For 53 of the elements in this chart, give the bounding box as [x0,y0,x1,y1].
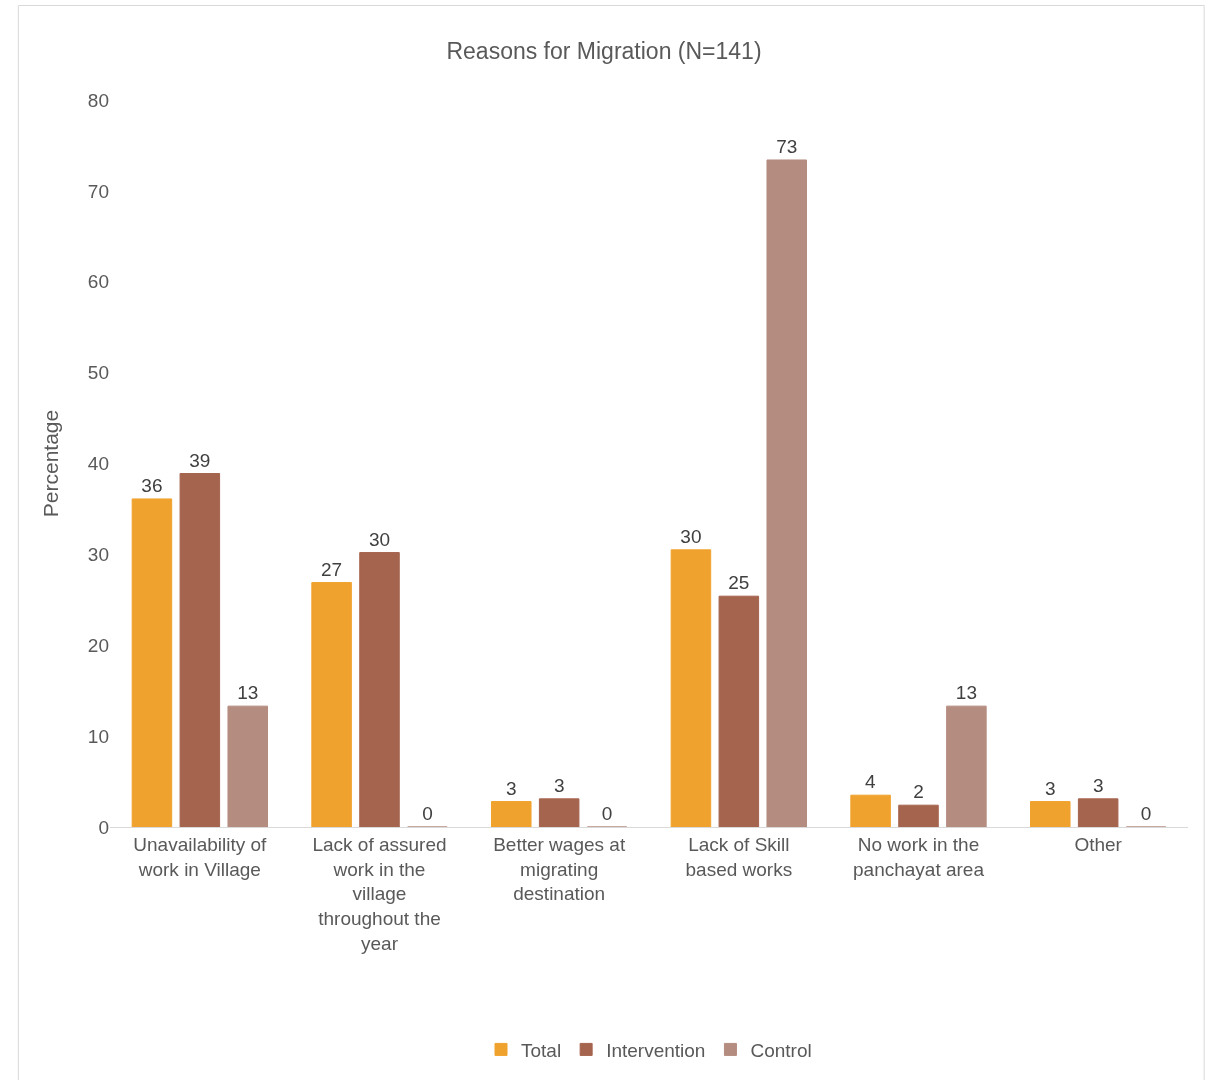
y-tick-label: 0 [98,816,109,838]
x-tick-label: Unavailability of work in Village [133,833,268,880]
legend-label: Total [521,1039,562,1061]
bar [1077,798,1119,827]
data-label: 36 [141,474,163,496]
bar [359,552,400,827]
data-label: 3 [1044,777,1056,799]
data-label: 13 [955,682,977,704]
data-label: 4 [865,771,877,793]
y-tick-label: 80 [87,89,109,111]
bar [227,705,269,827]
data-label: 2 [913,781,924,803]
legend-label: Control [750,1039,812,1061]
bar [718,595,760,827]
y-tick-label: 70 [87,180,109,202]
y-tick-label: 30 [87,544,109,566]
data-label: 0 [601,803,613,824]
bar [946,705,987,827]
y-axis-title: Percentage [39,409,62,518]
data-label: 73 [776,135,798,157]
bar [850,794,891,827]
data-label: 3 [1092,774,1104,796]
bar [490,801,532,827]
y-tick-label: 40 [87,453,109,475]
data-label: 30 [680,525,702,547]
data-label: 13 [237,682,259,704]
y-tick-label: 60 [87,271,109,293]
bar [670,549,712,827]
data-label: 27 [321,558,343,580]
x-tick-label: Lack of assured work in the village throughout the year [312,833,447,954]
bar [538,798,580,827]
bar [179,473,221,827]
y-tick-label: 50 [87,362,109,384]
bar [898,804,939,827]
x-tick-label: Lack of Skill based works [685,833,793,880]
x-tick-label: Other [1074,833,1123,855]
bar [1029,801,1071,827]
data-label: 30 [368,528,391,550]
bar [311,582,352,827]
data-label: 25 [728,572,750,594]
data-label: 3 [505,777,517,799]
y-tick-label: 10 [87,725,109,747]
data-label: 3 [553,774,565,796]
bar [131,498,173,827]
chart-title: Reasons for Migration (N=141) [446,38,762,65]
legend-label: Intervention [606,1039,706,1061]
data-label: 39 [189,449,211,471]
x-tick-label: Better wages at migrating destination [493,833,626,905]
bar [766,159,808,827]
data-label: 0 [422,803,433,824]
data-label: 0 [1140,803,1152,824]
y-tick-label: 20 [87,634,109,656]
x-tick-label: No work in the panchayat area [853,833,985,880]
